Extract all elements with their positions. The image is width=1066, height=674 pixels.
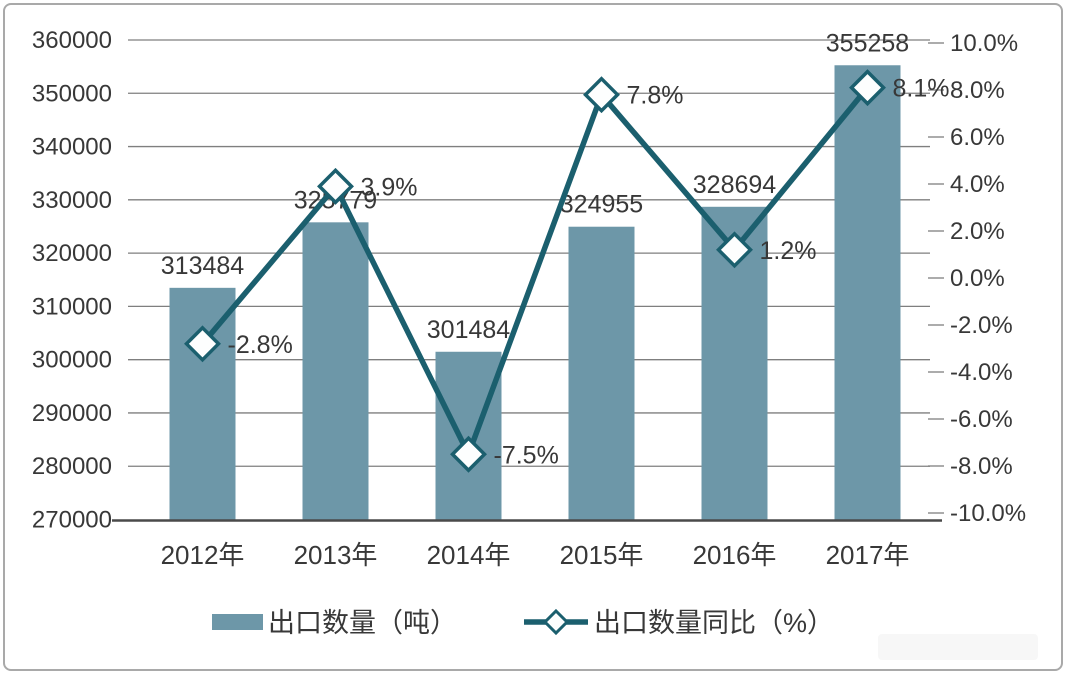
left-axis-tick-label: 280000 — [32, 453, 112, 480]
line-value-label: -7.5% — [494, 441, 559, 469]
right-axis-tick-label: -2.0% — [950, 312, 1013, 339]
line-value-label: 7.8% — [627, 82, 684, 110]
line-marker-2013 — [317, 167, 354, 205]
left-axis-tick-label: 300000 — [32, 347, 112, 374]
x-axis-label: 2013年 — [294, 540, 378, 570]
left-axis-tick-label: 330000 — [32, 187, 112, 214]
bar-value-label: 328694 — [693, 171, 777, 199]
left-axis-tick-label: 310000 — [32, 293, 112, 320]
right-axis-tick-label: -4.0% — [950, 359, 1013, 386]
bar-2015 — [568, 226, 635, 520]
x-axis-label: 2016年 — [693, 540, 777, 570]
bar-value-label: 313484 — [161, 252, 245, 280]
bar-value-label: 301484 — [427, 316, 511, 344]
bar-2012 — [169, 287, 236, 520]
line-value-label: 8.1% — [893, 75, 950, 103]
line-value-label: 3.9% — [361, 173, 418, 201]
right-axis-tick-label: 2.0% — [950, 218, 1005, 245]
bar-value-label: 355258 — [826, 29, 909, 57]
line-value-label: 1.2% — [760, 237, 817, 265]
right-axis-tick-label: -10.0% — [950, 500, 1026, 527]
legend-line-label: 出口数量同比（%） — [594, 608, 834, 638]
right-axis-tick-label: 6.0% — [950, 124, 1005, 151]
yoy-line — [200, 85, 870, 457]
right-axis-tick-label: 0.0% — [950, 265, 1005, 292]
line-marker-2017 — [849, 69, 886, 107]
bar-value-label: 324955 — [560, 191, 643, 219]
bar-2017 — [834, 65, 901, 520]
line-marker-2014 — [450, 435, 487, 473]
x-axis-label: 2014年 — [427, 540, 511, 570]
line-marker-2012 — [184, 325, 221, 363]
left-axis-tick-label: 360000 — [32, 27, 112, 54]
bar-2014 — [435, 351, 502, 520]
right-axis-tick-label: 8.0% — [950, 77, 1005, 104]
x-axis-label: 2017年 — [826, 540, 910, 570]
bar-2013 — [302, 222, 369, 520]
legend-line-marker-icon — [542, 608, 570, 636]
right-axis-tick-label: 10.0% — [950, 30, 1018, 57]
left-axis-tick-label: 340000 — [32, 134, 112, 161]
x-axis-label: 2012年 — [161, 540, 245, 570]
watermark-smudge — [878, 634, 1038, 660]
left-axis-tick-label: 290000 — [32, 400, 112, 427]
right-axis-tick-label: -8.0% — [950, 453, 1013, 480]
left-axis-tick-label: 270000 — [32, 507, 112, 534]
right-axis-tick-label: 4.0% — [950, 171, 1005, 198]
right-axis-tick-label: -6.0% — [950, 406, 1013, 433]
line-marker-2016 — [716, 231, 753, 269]
x-axis-label: 2015年 — [560, 540, 644, 570]
line-marker-2015 — [583, 76, 620, 114]
legend-bar-label: 出口数量（吨） — [268, 608, 457, 638]
left-axis-tick-label: 320000 — [32, 240, 112, 267]
left-axis-tick-label: 350000 — [32, 80, 112, 107]
line-value-label: -2.8% — [228, 331, 293, 359]
legend-bar-swatch — [212, 614, 263, 630]
